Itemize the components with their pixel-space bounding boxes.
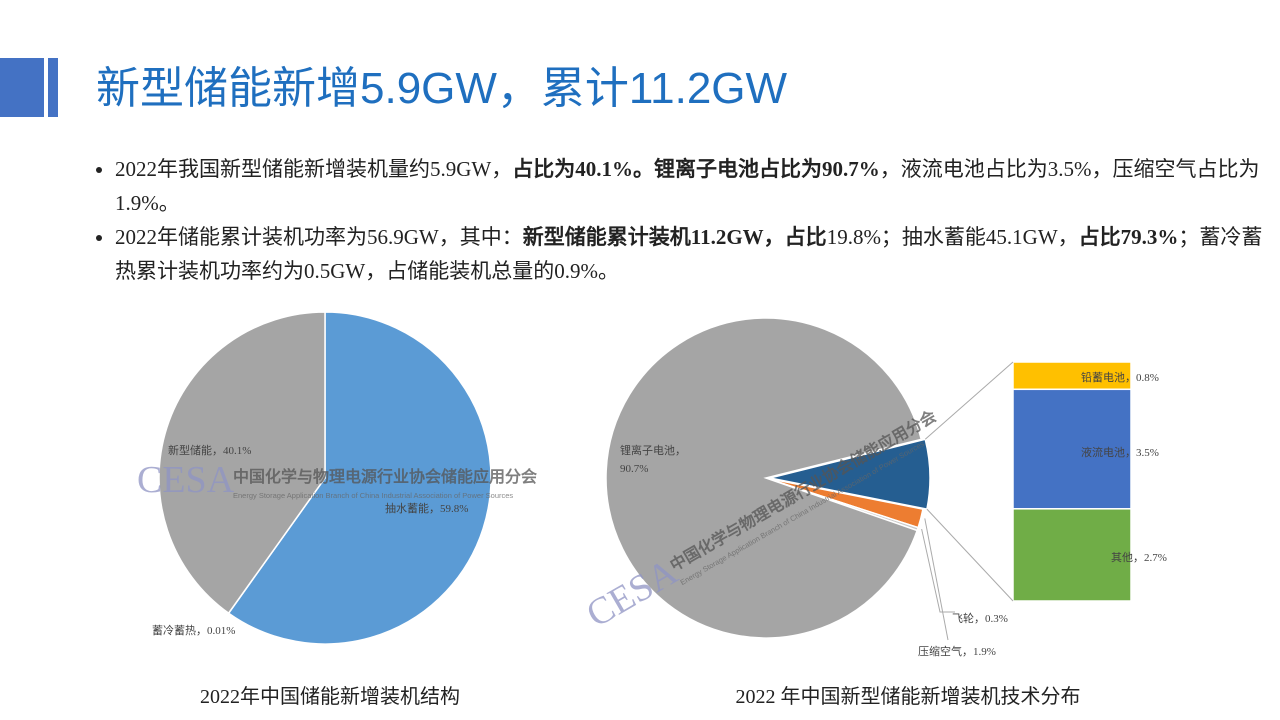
pie-slice [605,317,923,639]
data-label: 蓄冷蓄热，0.01% [152,625,236,637]
bar-segment [1012,508,1132,602]
bar-segment [1012,388,1132,510]
bullet-run: ；蓄冷蓄热累计装机功率约为0.5GW，占储能装机总量的0.9%。 [115,225,1263,283]
chart-title: 2022 年中国新型储能新增装机技术分布 [735,686,1081,708]
data-label: 其他，2.7% [1111,552,1167,564]
bullet-run: 占比79.3% [1078,225,1179,249]
title-bar [48,58,58,117]
data-label: 锂离子电池，90.7% [620,445,686,475]
title-bar [0,58,44,117]
chart-title: 2022年中国储能新增装机结构 [200,686,460,708]
watermark-name: 中国化学与物理电源行业协会储能应用分会 [233,467,537,486]
pie-slice-group [769,438,931,511]
data-label: 飞轮，0.3% [952,613,1008,625]
connector [924,361,1014,440]
bullet-run: 新型储能累计装机11.2GW，占比 [522,225,827,249]
leader-line [921,528,955,613]
data-label: 液流电池，3.5% [1081,447,1159,459]
watermark-logo: CESA [137,459,235,501]
bullet-run: 2022年我国新型储能新增装机量约5.9GW， [115,157,513,181]
connector [926,508,1014,602]
data-label: 压缩空气，1.9% [918,646,996,658]
bullet-run: 2022年储能累计装机功率为56.9GW，其中： [115,225,523,249]
slide-title: 新型储能新增5.9GW，累计11.2GW [96,64,788,113]
pie-slice [158,311,326,615]
bullet-run: ，液流电池占比为3.5%，压缩空气占比为1.9%。 [115,157,1260,215]
watermark-name-en: Energy Storage Application Branch of Chi… [233,491,513,500]
data-label: 铅蓄电池，0.8% [1081,372,1159,384]
leader-line [924,518,949,641]
bullet-run: 19.8%；抽水蓄能45.1GW， [826,225,1079,249]
pie-slice [227,311,492,645]
bullet-run: 占比为40.1%。锂离子电池占比为90.7% [512,157,880,181]
data-label: 新型储能，40.1% [168,445,252,457]
bullet: 2022年储能累计装机功率为56.9GW，其中：新型储能累计装机11.2GW，占… [115,220,1265,288]
bullet-list: 2022年我国新型储能新增装机量约5.9GW，占比为40.1%。锂离子电池占比为… [85,152,1265,288]
data-label: 抽水蓄能，59.8% [385,503,469,515]
bullet: 2022年我国新型储能新增装机量约5.9GW，占比为40.1%。锂离子电池占比为… [115,152,1265,220]
bar-segment [1012,361,1132,391]
